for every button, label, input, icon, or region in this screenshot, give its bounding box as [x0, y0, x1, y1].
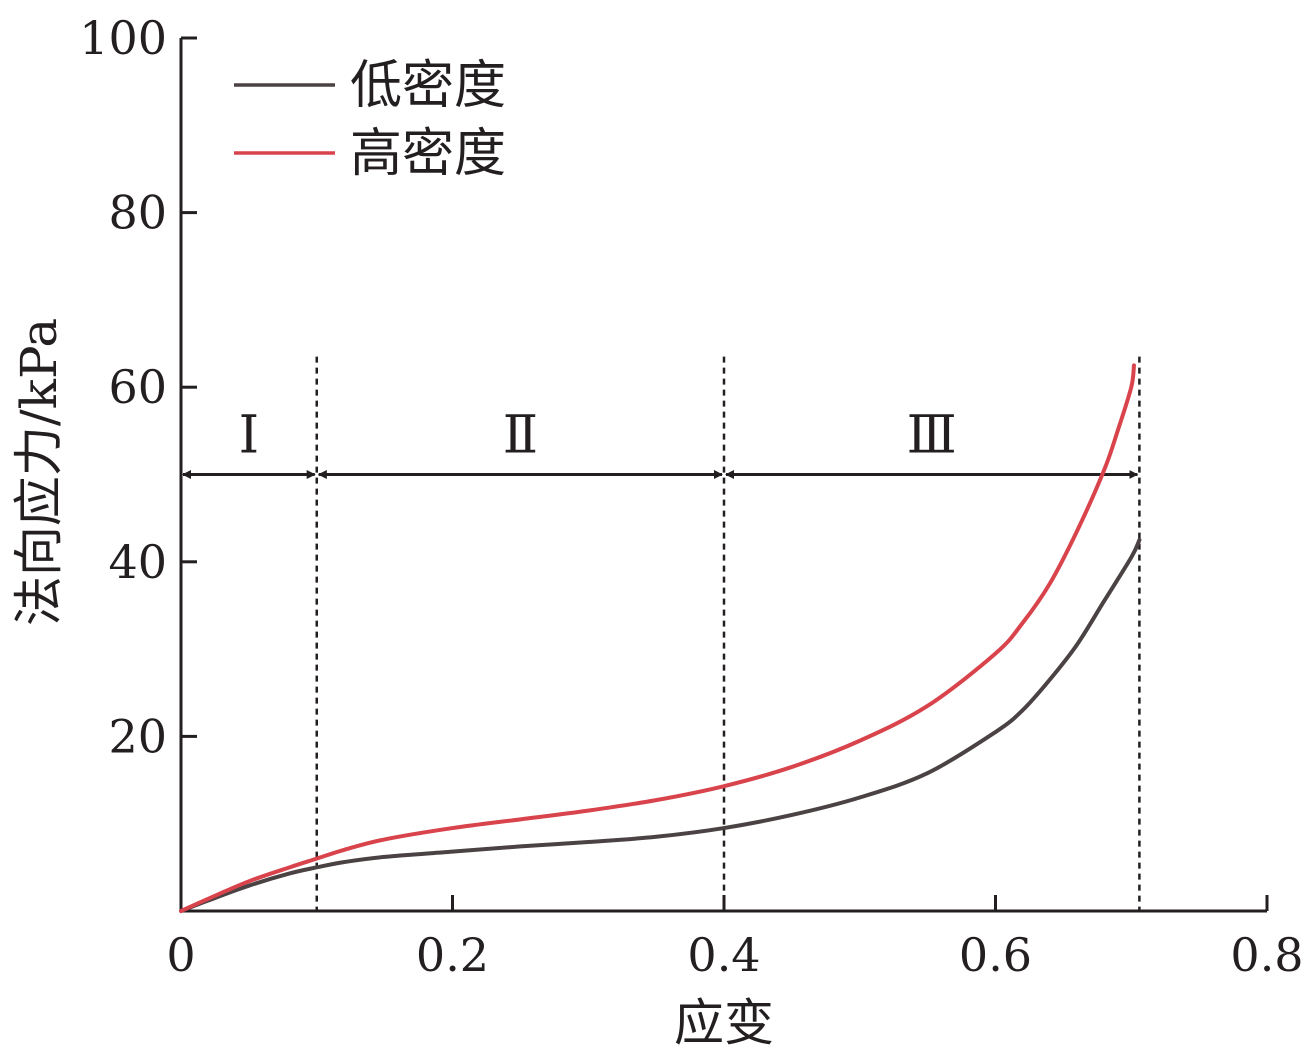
y-tick-label: 100	[79, 11, 167, 65]
y-tick-label: 60	[108, 360, 167, 414]
region-annotations: Ⅰ Ⅱ Ⅲ	[182, 356, 1141, 911]
x-tick-label: 0.8	[1230, 928, 1303, 982]
legend-label: 低密度	[350, 56, 506, 116]
y-axis-title: 法向应力/kPa	[10, 318, 68, 626]
region-label: Ⅲ	[907, 406, 957, 466]
x-tick-label: 0.6	[959, 928, 1032, 982]
series-line-high-density	[179, 363, 1136, 913]
x-tick-label: 0	[166, 928, 195, 982]
y-tick-label: 20	[108, 709, 167, 763]
x-tick-label: 0.2	[416, 928, 489, 982]
legend-label: 高密度	[350, 124, 506, 184]
y-tick-label: 80	[108, 186, 167, 240]
y-tick-label: 40	[108, 535, 167, 589]
series-line-low-density	[179, 537, 1142, 913]
data-series	[179, 363, 1142, 913]
axes: 0 0.2 0.4 0.6 0.8 20 40 60 80 100	[79, 11, 1303, 982]
x-tick-label: 0.4	[687, 928, 760, 982]
region-label: Ⅰ	[239, 406, 260, 466]
x-axis-title: 应变	[674, 994, 774, 1052]
region-label: Ⅱ	[503, 406, 538, 466]
